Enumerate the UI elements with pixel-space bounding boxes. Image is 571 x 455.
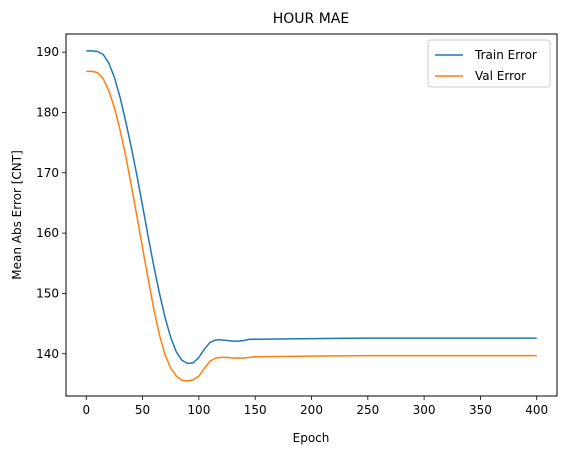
x-tick-label: 400 <box>525 403 548 417</box>
y-tick-label: 190 <box>36 45 59 59</box>
series-layer <box>86 50 537 382</box>
y-tick-label: 170 <box>36 166 59 180</box>
y-axis: 140 150 160 170 180 190 <box>36 45 66 361</box>
legend: Train Error Val Error <box>427 39 551 88</box>
x-axis-label: Epoch <box>293 431 330 445</box>
y-tick-label: 150 <box>36 286 59 300</box>
x-tick-label: 200 <box>300 403 323 417</box>
legend-label-2: Val Error <box>475 69 526 83</box>
x-tick-label: 0 <box>82 403 90 417</box>
x-tick-label: 50 <box>135 403 150 417</box>
x-tick-label: 250 <box>356 403 379 417</box>
y-tick-label: 160 <box>36 226 59 240</box>
y-tick-label: 180 <box>36 105 59 119</box>
x-tick-label: 150 <box>244 403 267 417</box>
y-axis-label: Mean Abs Error [CNT] <box>10 150 24 280</box>
x-tick-label: 350 <box>469 403 492 417</box>
series-line-2 <box>86 70 537 382</box>
legend-label-1: Train Error <box>474 48 537 62</box>
x-tick-label: 300 <box>413 403 436 417</box>
y-tick-label: 140 <box>36 347 59 361</box>
plot-frame <box>65 33 558 397</box>
x-axis: 0 50 100 150 200 250 300 350 400 <box>82 396 548 417</box>
x-tick-label: 100 <box>187 403 210 417</box>
series-line-1 <box>86 50 537 365</box>
chart-title: HOUR MAE <box>273 11 349 27</box>
